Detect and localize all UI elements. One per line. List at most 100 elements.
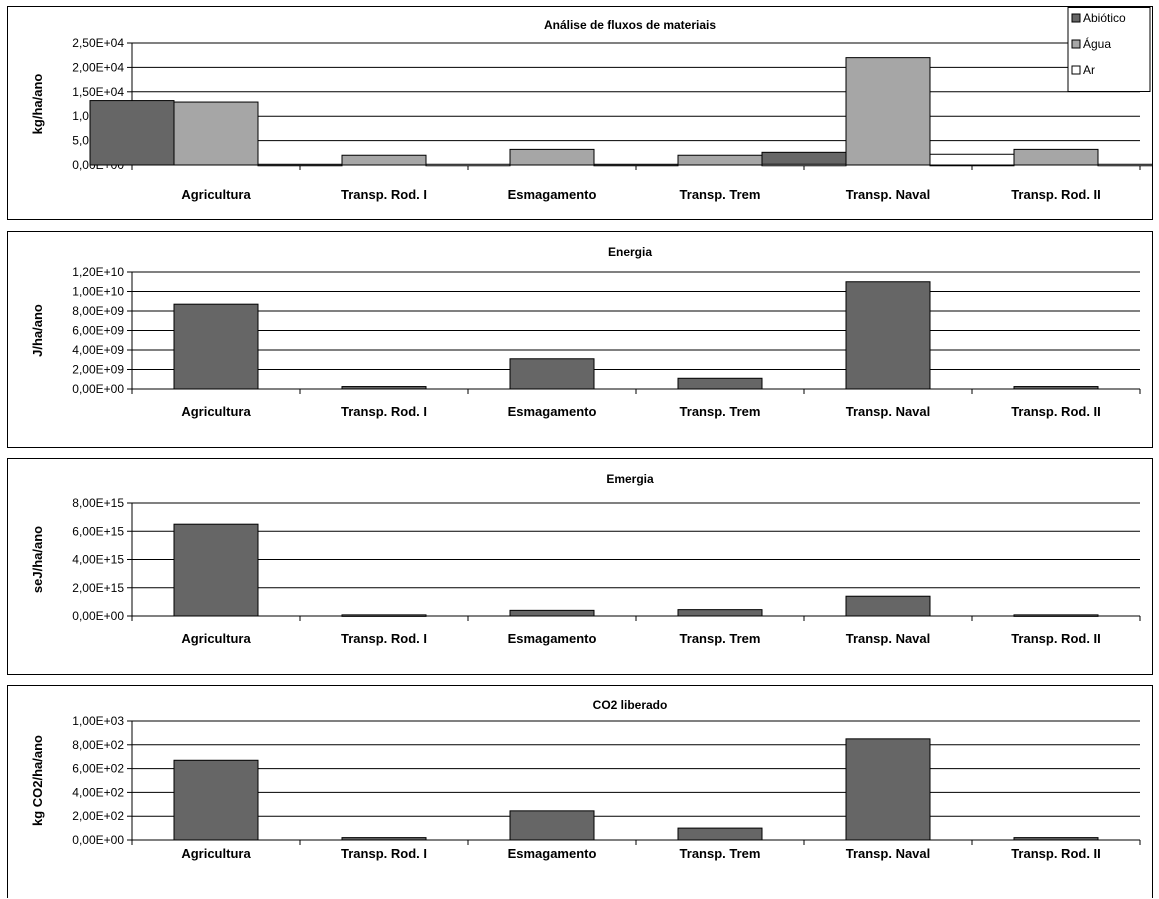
category-label: Esmagamento [508, 631, 597, 646]
category-label: Esmagamento [508, 846, 597, 861]
y-tick-label: 4,00E+15 [72, 553, 124, 567]
legend-swatch [1071, 39, 1081, 49]
bar [1013, 148, 1099, 166]
bar [677, 827, 763, 841]
category-label: Transp. Naval [846, 404, 931, 419]
y-tick-label: 2,00E+15 [72, 581, 124, 595]
category-label: Agricultura [181, 631, 251, 646]
category-label: Esmagamento [508, 187, 597, 202]
y-axis-label: seJ/ha/ano [30, 526, 45, 593]
bar [1013, 386, 1099, 390]
y-tick-label: 0,00E+00 [72, 382, 124, 396]
chart-panel-co2: CO2 liberado 0,00E+00 2,00E+02 4,00E+02 6,00… [7, 685, 1153, 898]
y-tick-label: 1,00E+10 [72, 285, 124, 299]
chart-title: Energia [608, 245, 652, 259]
category-label: Esmagamento [508, 404, 597, 419]
y-tick-label: 6,00E+15 [72, 524, 124, 538]
legend-label: Água [1083, 36, 1111, 51]
chart-panel-materiais: Análise de fluxos de materiais0,00E+005,… [7, 6, 1153, 220]
bar [257, 163, 343, 167]
bar [509, 358, 595, 390]
bar [341, 614, 427, 617]
bar [89, 100, 175, 166]
y-tick-label: 8,00E+15 [72, 496, 124, 510]
bar [509, 810, 595, 841]
category-label: Transp. Trem [680, 404, 761, 419]
bar [173, 101, 259, 166]
category-label: Transp. Rod. I [341, 187, 427, 202]
bar [1097, 163, 1152, 167]
y-tick-label: 2,00E+04 [72, 60, 124, 74]
bar [425, 163, 511, 167]
category-label: Transp. Trem [680, 187, 761, 202]
y-axis-label: J/ha/ano [30, 304, 45, 357]
y-tick-label: 4,00E+09 [72, 343, 124, 357]
category-label: Agricultura [181, 187, 251, 202]
category-label: Transp. Rod. II [1011, 631, 1101, 646]
category-label: Transp. Rod. II [1011, 187, 1101, 202]
y-axis-label: kg/ha/ano [30, 74, 45, 135]
bar [341, 386, 427, 390]
bar [761, 163, 847, 167]
bar [845, 281, 931, 390]
bar [677, 154, 763, 166]
y-tick-label: 1,50E+04 [72, 85, 124, 99]
y-axis-label: kg CO2/ha/ano [30, 735, 45, 826]
y-tick-label: 8,00E+09 [72, 304, 124, 318]
bar [173, 303, 259, 390]
y-tick-label: 1,00E+03 [72, 714, 124, 728]
category-label: Transp. Trem [680, 846, 761, 861]
legend-swatch [1071, 65, 1081, 75]
bar [341, 837, 427, 841]
chart-co2: CO2 liberado 0,00E+00 2,00E+02 4,00E+02 6,00… [30, 698, 1141, 861]
y-tick-label: 0,00E+00 [72, 609, 124, 623]
category-label: Transp. Rod. I [341, 846, 427, 861]
category-label: Transp. Rod. I [341, 404, 427, 419]
legend-swatch [1071, 13, 1081, 23]
category-label: Agricultura [181, 846, 251, 861]
category-label: Agricultura [181, 404, 251, 419]
chart-emergia: Emergia 0,00E+00 2,00E+15 4,00E+15 6,00E+15 8… [30, 472, 1141, 646]
legend-label: Abiótico [1083, 11, 1126, 25]
y-tick-label: 2,50E+04 [72, 36, 124, 50]
bar [845, 738, 931, 841]
bar [677, 609, 763, 617]
category-label: Transp. Rod. II [1011, 404, 1101, 419]
category-label: Transp. Rod. I [341, 631, 427, 646]
bar [1013, 837, 1099, 841]
y-tick-label: 0,00E+00 [72, 833, 124, 847]
bar [929, 153, 1015, 166]
bar [845, 57, 931, 166]
chart-panel-energia: Energia 0,00E+00 2,00E+09 4,00E+09 6,00E+09 8… [7, 231, 1153, 448]
bar [509, 609, 595, 617]
chart-panel-emergia: Emergia 0,00E+00 2,00E+15 4,00E+15 6,00E+15 8… [7, 458, 1153, 675]
y-tick-label: 2,00E+09 [72, 363, 124, 377]
category-label: Transp. Trem [680, 631, 761, 646]
bar [593, 163, 679, 167]
y-tick-label: 1,20E+10 [72, 265, 124, 279]
legend-box [1067, 7, 1151, 92]
y-tick-label: 8,00E+02 [72, 738, 124, 752]
y-tick-label: 6,00E+09 [72, 324, 124, 338]
bar [341, 154, 427, 166]
bar [677, 377, 763, 390]
bar [509, 148, 595, 166]
bar [173, 523, 259, 617]
y-tick-label: 6,00E+02 [72, 762, 124, 776]
bar [845, 595, 931, 617]
category-label: Transp. Naval [846, 631, 931, 646]
bar [1013, 614, 1099, 617]
y-tick-label: 2,00E+02 [72, 809, 124, 823]
chart-materiais: Análise de fluxos de materiais0,00E+005,… [30, 7, 1152, 202]
chart-title: Análise de fluxos de materiais [544, 18, 716, 32]
category-label: Transp. Naval [846, 846, 931, 861]
category-label: Transp. Naval [846, 187, 931, 202]
chart-title: CO2 liberado [593, 698, 668, 712]
y-tick-label: 4,00E+02 [72, 785, 124, 799]
chart-title: Emergia [606, 472, 654, 486]
category-label: Transp. Rod. II [1011, 846, 1101, 861]
bar [173, 759, 259, 841]
legend-label: Ar [1083, 63, 1095, 77]
bar [761, 151, 847, 166]
chart-energia: Energia 0,00E+00 2,00E+09 4,00E+09 6,00E+09 8… [30, 245, 1141, 419]
